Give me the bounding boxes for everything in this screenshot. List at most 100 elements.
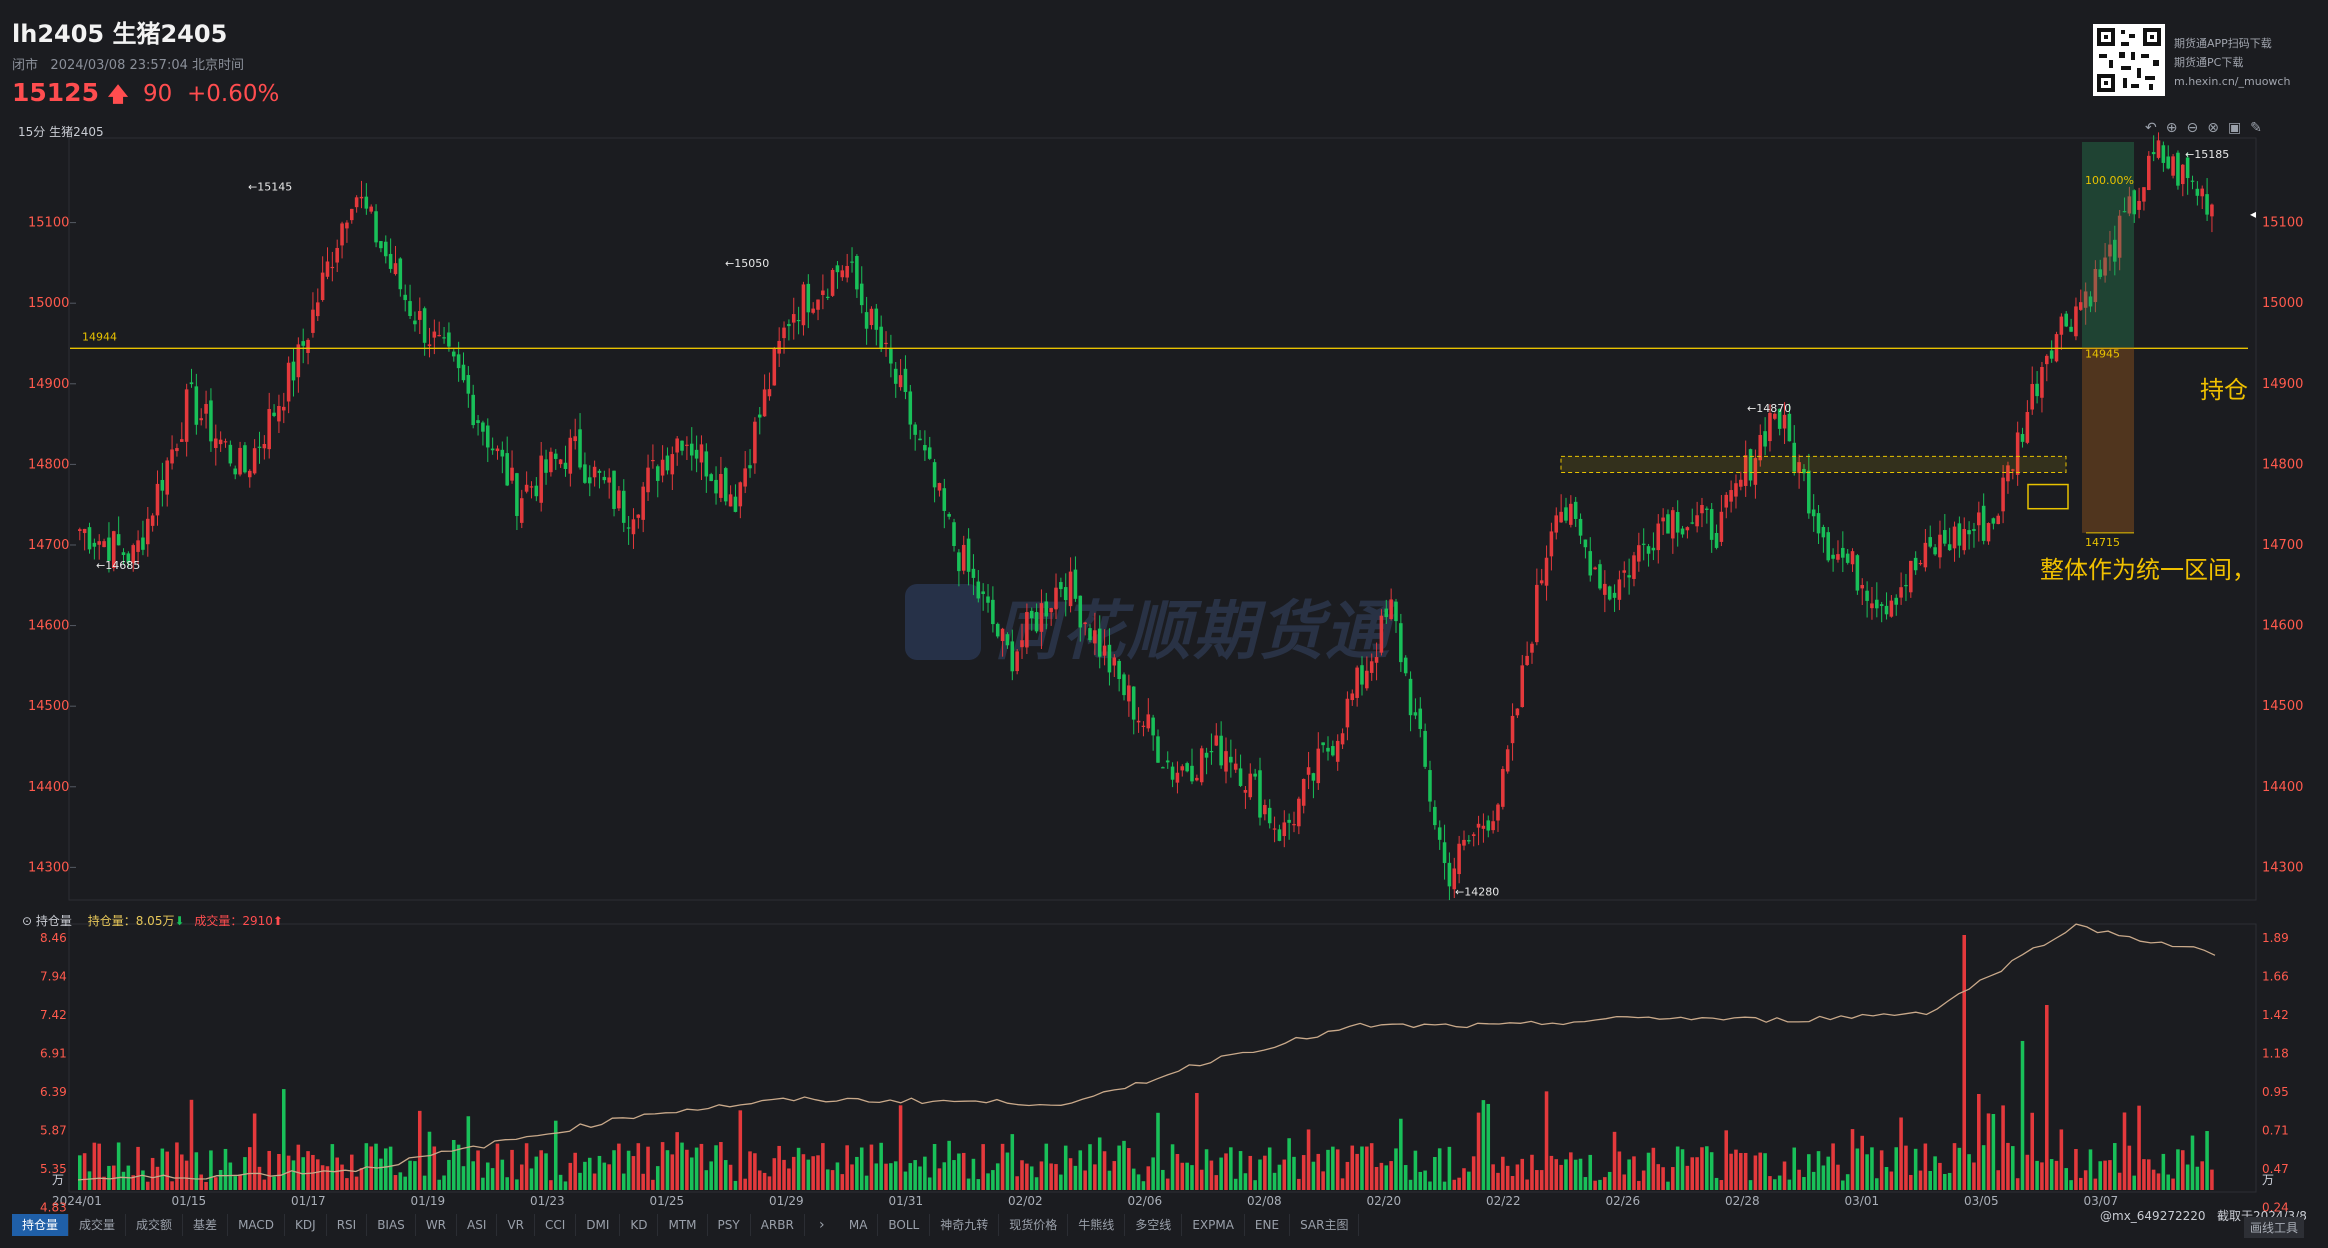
volume-bar [1743,1152,1748,1190]
candle-body [607,477,611,483]
candle-body [621,490,626,523]
indicator-toggle-icon[interactable]: ⊙ [22,914,33,928]
tab-expma[interactable]: EXPMA [1182,1214,1245,1236]
draw-icon[interactable]: ✎ [2250,120,2271,136]
volume-bar [2030,1112,2034,1190]
tab-psy[interactable]: PSY [708,1214,751,1236]
volume-bar [1855,1148,1860,1190]
candle-body [1753,458,1758,485]
volume-bar [1505,1165,1510,1190]
candle-body [1734,483,1738,497]
candle-body [840,270,845,278]
candle-body [1214,735,1219,746]
candle-body [1724,494,1729,508]
volume-bar [762,1172,767,1190]
x-tick-label: 01/23 [530,1194,565,1208]
settings-icon[interactable]: ▣ [2227,120,2251,136]
tab-ma[interactable]: MA [839,1214,879,1236]
candle-body [204,404,208,414]
volume-bar [2200,1161,2204,1190]
ind-left-tick: 4.83 [40,1201,67,1215]
tab-cci[interactable]: CCI [535,1214,577,1236]
candle-body [413,320,417,325]
candle-body [165,460,169,495]
volume-bar [913,1160,917,1190]
tab-rsi[interactable]: RSI [327,1214,368,1236]
volume-bar [757,1170,762,1190]
volume-bar [490,1168,495,1190]
volume-bar [937,1168,942,1190]
candle-body [612,470,616,509]
tab-arbr[interactable]: ARBR [751,1214,805,1236]
tab-mtm[interactable]: MTM [658,1214,708,1236]
tab-kdj[interactable]: KDJ [285,1214,327,1236]
candle-body [189,382,194,385]
candle-body [558,459,563,465]
volume-bar [515,1179,519,1190]
candle-body [2113,239,2117,262]
candle-body [1059,582,1063,590]
ind-right-tick: 1.66 [2262,970,2289,984]
volume-bar [1005,1152,1010,1190]
zoom-in-icon[interactable]: ⊕ [2165,120,2187,136]
candle-body [1889,600,1894,617]
candle-body [626,527,631,529]
x-tick-label: 02/28 [1725,1194,1760,1208]
draw-tool-button[interactable]: 画线工具 [2244,1217,2305,1238]
volume-bar [612,1150,616,1190]
close-icon[interactable]: ⊗ [2207,120,2228,136]
candle-body [1253,773,1257,777]
qr-code-icon[interactable] [2093,24,2165,96]
zoom-out-icon[interactable]: ⊖ [2186,120,2208,136]
candle-body [2171,156,2175,176]
tab-成交额[interactable]: 成交额 [126,1214,184,1236]
candle-body [1569,503,1573,525]
candle-body [1666,514,1670,534]
tab-基差[interactable]: 基差 [183,1214,229,1236]
volume-bar [1967,1154,1971,1190]
volume-bar [175,1142,179,1190]
tab-sar主图[interactable]: SAR主图 [1290,1214,1360,1236]
candle-body [1093,630,1097,644]
volume-bar [233,1176,237,1190]
candle-body [2142,187,2146,202]
tab-持仓量[interactable]: 持仓量 [12,1214,70,1236]
tab-boll[interactable]: BOLL [878,1214,931,1236]
tab-现货价格[interactable]: 现货价格 [999,1214,1069,1236]
candle-body [966,538,971,572]
tab-macd[interactable]: MACD [228,1214,286,1236]
candle-body [1161,767,1165,769]
candle-body [1559,511,1563,523]
y-tick-label-right: 14900 [2262,377,2303,392]
volume-bar [991,1170,995,1190]
volume-bar [2122,1112,2127,1190]
tab-ene[interactable]: ENE [1245,1214,1291,1236]
tab-成交量[interactable]: 成交量 [69,1214,127,1236]
candle-body [1773,413,1777,419]
volume-bar [500,1159,505,1190]
tab-dmi[interactable]: DMI [576,1214,621,1236]
tab-bias[interactable]: BIAS [367,1214,416,1236]
tabs-scroll-icon[interactable]: › [819,1217,825,1233]
candle-body [1068,571,1073,607]
undo-icon[interactable]: ↶ [2145,120,2166,136]
tab-牛熊线[interactable]: 牛熊线 [1068,1214,1126,1236]
volume-bar [1161,1169,1165,1190]
volume-bar [1442,1181,1447,1190]
tab-kd[interactable]: KD [620,1214,659,1236]
tab-神奇九转[interactable]: 神奇九转 [930,1214,1000,1236]
volume-bar [1573,1159,1578,1190]
volume-bar [1763,1153,1767,1190]
candle-body [1287,819,1291,823]
tab-wr[interactable]: WR [416,1214,458,1236]
tab-vr[interactable]: VR [497,1214,535,1236]
volume-bar [209,1150,213,1190]
candle-body [699,444,704,463]
volume-bar [1972,1162,1976,1190]
tab-asi[interactable]: ASI [457,1214,498,1236]
tab-多空线[interactable]: 多空线 [1125,1214,1183,1236]
candle-body [1073,569,1078,599]
volume-bar [1112,1161,1117,1190]
volume-bar [597,1155,602,1190]
